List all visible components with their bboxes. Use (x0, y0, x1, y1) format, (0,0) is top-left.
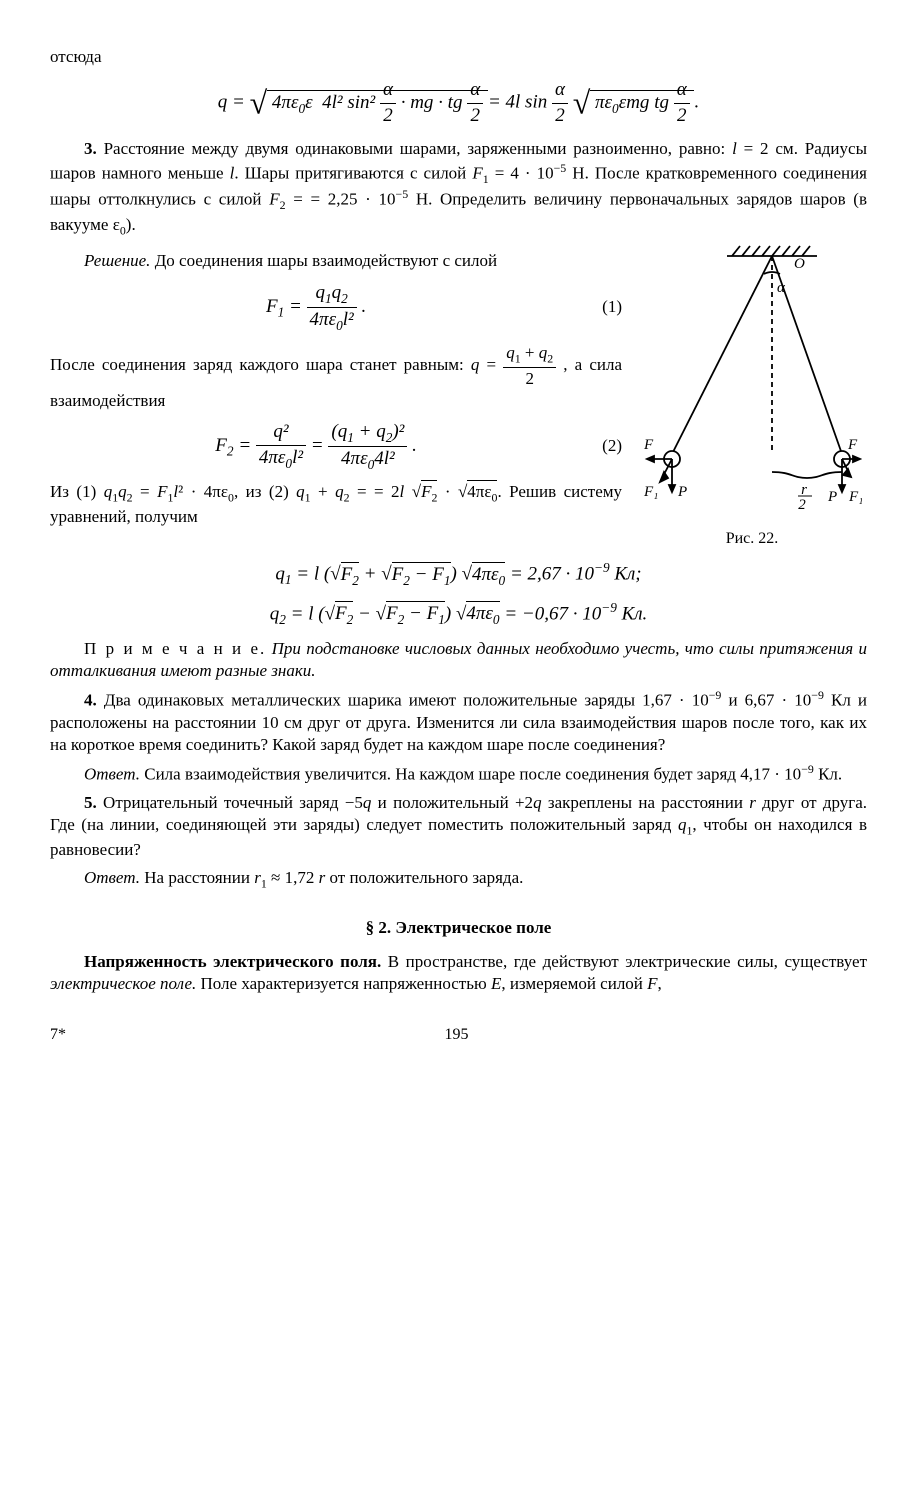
problem-5: 5. Отрицательный точечный заряд −5q и по… (50, 792, 867, 861)
solution-mid: После соединения заряд каждого шара стан… (50, 342, 622, 412)
fig-label-alpha: α (777, 280, 786, 296)
note: П р и м е ч а н и е. При подстановке чис… (50, 638, 867, 682)
svg-text:2: 2 (798, 497, 806, 513)
equation-q2: q2 = l (√F2 − √F2 − F1) √4πε0 = −0,67 · … (50, 599, 867, 628)
page-footer: 7* 195 (50, 1025, 867, 1046)
fig-label-P-left: P (677, 484, 687, 500)
fig-label-F-left: F (643, 437, 654, 453)
page-number: 195 (445, 1025, 469, 1046)
fig-label-F1-left: F₁ (643, 484, 658, 500)
solution-lead: Решение. До соединения шары взаимодейств… (50, 250, 622, 272)
solution-derivation: Из (1) q1q2 = F1l² · 4πε0, из (2) q1 + q… (50, 481, 622, 528)
lead-word: отсюда (50, 46, 867, 68)
equation-1: F1 = q1q24πε0l² . (1) (50, 281, 622, 334)
problem-4: 4. Два одинаковых металлических шарика и… (50, 688, 867, 756)
problem-4-answer: Ответ. Сила взаимодействия увеличится. Н… (50, 762, 867, 786)
fig-label-F1-right: F₁ (848, 489, 862, 505)
fig-label-P-right: P (827, 489, 837, 505)
fig-label-O: O (794, 256, 805, 272)
section-2-title: § 2. Электрическое поле (50, 917, 867, 939)
figure-caption: Рис. 22. (637, 529, 867, 550)
problem-3: 3. Расстояние между двумя одинаковыми ша… (50, 138, 867, 238)
equation-main: q = √ 4πε0ε 4l² sin² α2 · mg · tg α2 = 4… (50, 78, 867, 128)
equation-2: F2 = q²4πε0l² = (q1 + q2)²4πε04l² . (2) (50, 420, 622, 473)
equation-q1: q1 = l (√F2 + √F2 − F1) √4πε0 = 2,67 · 1… (50, 559, 867, 588)
problem-5-answer: Ответ. На расстоянии r1 ≈ 1,72 r от поло… (50, 867, 867, 892)
figure-22-diagram: O α F F F₁ F₁ P P r 2 (642, 244, 862, 514)
field-paragraph: Напряженность электрического поля. В про… (50, 951, 867, 995)
fig-label-F-right: F (847, 437, 858, 453)
sheet-number: 7* (50, 1025, 66, 1046)
